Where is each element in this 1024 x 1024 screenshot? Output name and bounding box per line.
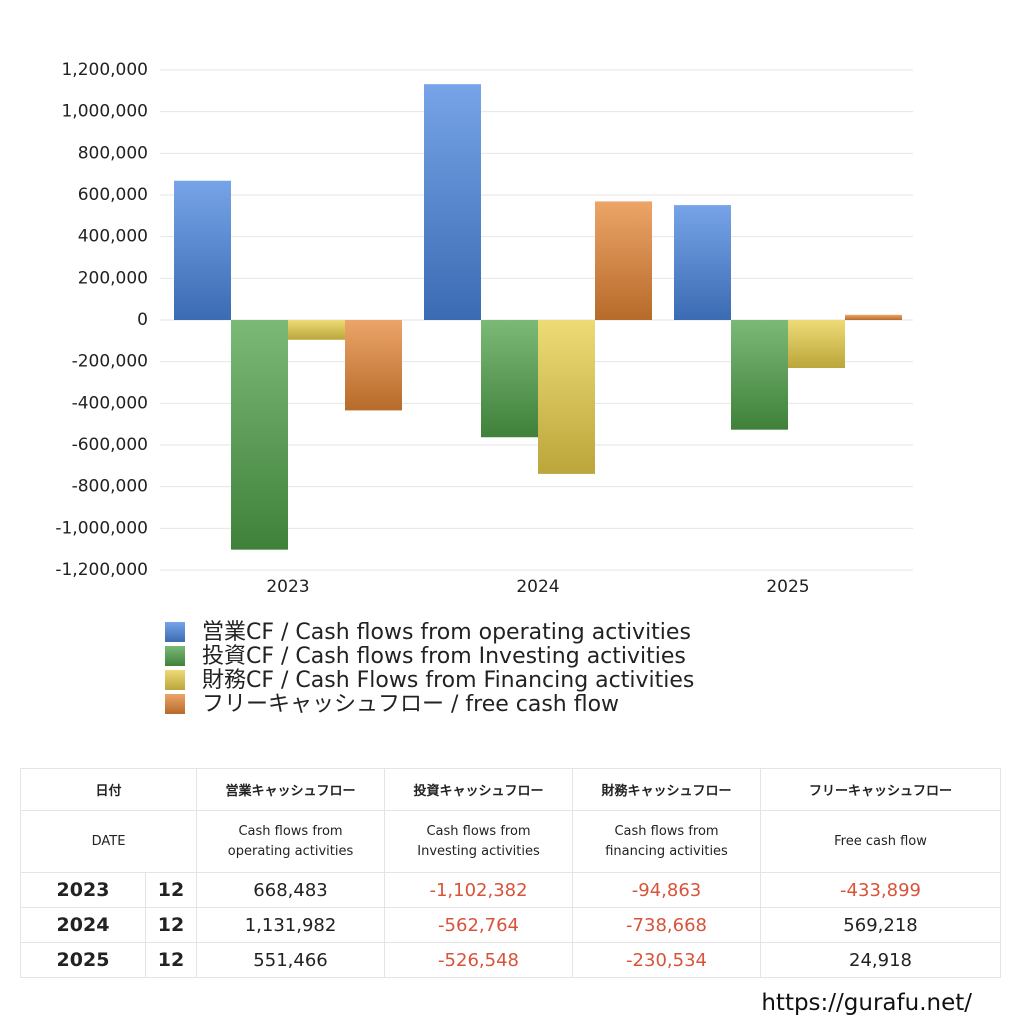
bar [174,180,231,320]
y-tick-label: -400,000 [72,393,148,413]
footer-url: https://gurafu.net/ [761,990,972,1016]
bar [424,84,481,321]
legend-label: フリーキャッシュフロー / free cash flow [202,692,619,717]
bar [231,320,288,550]
table-cell: -433,899 [760,872,1002,908]
legend-swatch [165,646,185,666]
legend-swatch [165,622,185,642]
bar [845,314,902,320]
table-cell: 551,466 [196,942,386,978]
table-cell: 12 [144,872,198,908]
x-tick-label: 2025 [766,577,809,597]
legend-label: 営業CF / Cash flows from operating activit… [202,620,691,645]
table-cell: Free cash flow [760,810,1002,873]
y-tick-label: 400,000 [78,227,148,247]
bar [674,205,731,320]
table-cell: 日付 [19,768,198,811]
table-cell: -562,764 [384,907,574,943]
y-tick-label: 0 [137,310,148,330]
y-tick-label: 200,000 [78,268,148,288]
bar [288,320,345,340]
table-cell: -1,102,382 [384,872,574,908]
data-table: 日付 営業キャッシュフロー 投資キャッシュフロー 財務キャッシュフロー フリーキャッシュ… [19,768,1002,978]
table-cell: 2023 [20,872,146,908]
table-cell: 569,218 [760,907,1002,943]
table-cell: 668,483 [196,872,386,908]
y-tick-label: -200,000 [72,352,148,372]
table-cell: 財務キャッシュフロー [572,768,762,811]
bar [345,320,402,411]
table-cell: DATE [19,810,198,873]
table-cell: 12 [144,907,198,943]
table-cell: Cash flows from operating activities [196,810,386,873]
table-cell: 1,131,982 [196,907,386,943]
table-cell: 12 [144,942,198,978]
bar [481,320,538,438]
table-cell: 24,918 [760,942,1002,978]
y-tick-label: -800,000 [72,477,148,497]
y-tick-label: -1,000,000 [55,518,148,538]
y-tick-label: 1,000,000 [61,102,148,122]
legend-swatch [165,694,185,714]
x-tick-label: 2023 [266,577,309,597]
table-cell: -94,863 [572,872,762,908]
table-cell: 2024 [20,907,146,943]
chart: -1,200,000 -1,000,000 -800,000 -600,000 -400… [55,60,913,717]
table-cell: -230,534 [572,942,762,978]
y-tick-label: 600,000 [78,185,148,205]
y-tick-label: 1,200,000 [61,60,148,80]
x-tick-label: 2024 [516,577,559,597]
bar [595,201,652,320]
y-tick-label: -600,000 [72,435,148,455]
bar [538,320,595,474]
table-cell: 2025 [20,942,146,978]
legend-label: 投資CF / Cash flows from Investing activit… [202,644,686,669]
table-cell: Cash flows from financing activities [572,810,762,873]
table-cell: -738,668 [572,907,762,943]
legend-swatch [165,670,185,690]
bar [731,320,788,430]
table-cell: Cash flows from Investing activities [384,810,574,873]
table-cell: 投資キャッシュフロー [384,768,574,811]
legend-label: 財務CF / Cash Flows from Financing activit… [202,668,694,693]
bar [788,320,845,369]
y-tick-label: 800,000 [78,143,148,163]
y-tick-label: -1,200,000 [55,560,148,580]
table-cell: 営業キャッシュフロー [196,768,386,811]
table-cell: フリーキャッシュフロー [760,768,1002,811]
table-cell: -526,548 [384,942,574,978]
